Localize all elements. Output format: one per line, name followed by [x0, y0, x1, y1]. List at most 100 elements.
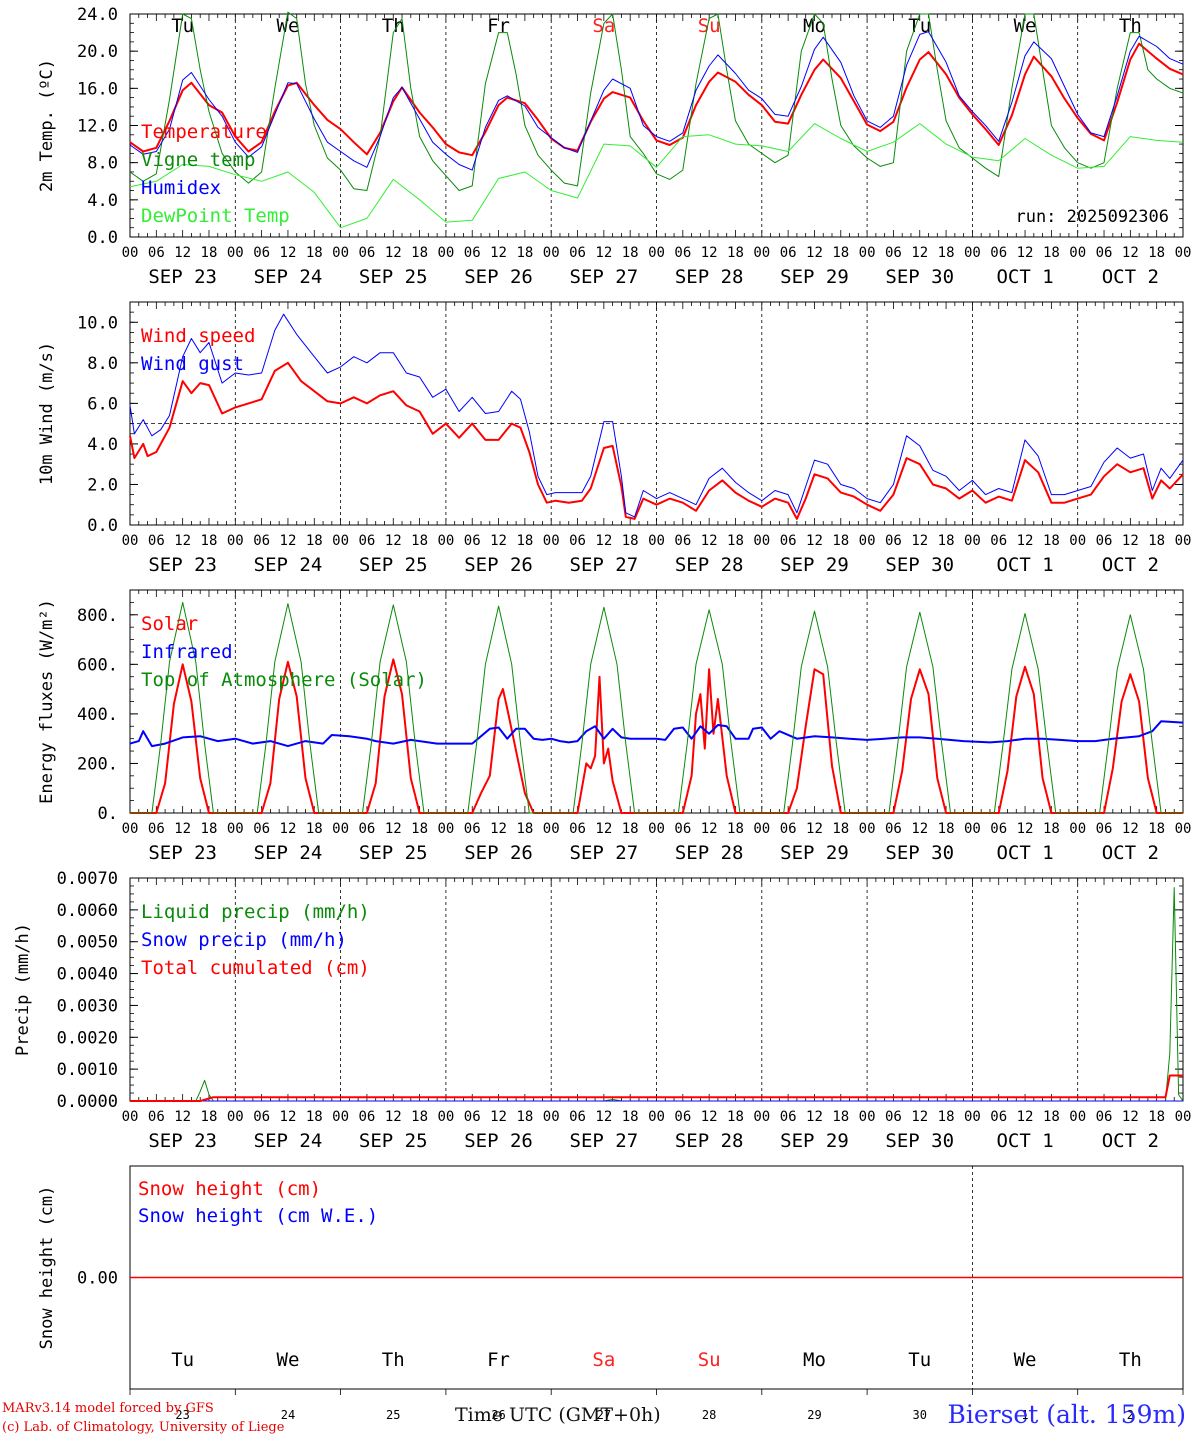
hour-tick-label: 06: [358, 1109, 375, 1125]
hour-tick-label: 12: [174, 533, 191, 549]
hour-tick-label: 06: [990, 533, 1007, 549]
hour-tick-label: 18: [306, 821, 323, 837]
series-line-total-cumulated-cm: [130, 1074, 1183, 1102]
hour-tick-label: 18: [411, 245, 428, 261]
date-label: OCT 2: [1102, 842, 1159, 864]
hour-tick-label: 18: [622, 245, 639, 261]
date-label: SEP 28: [675, 266, 744, 288]
hour-tick-label: 06: [990, 245, 1007, 261]
hour-tick-label: 12: [1122, 533, 1139, 549]
hour-tick-label: 00: [437, 821, 454, 837]
hour-tick-label: 00: [964, 821, 981, 837]
hour-tick-label: 18: [1148, 1109, 1165, 1125]
y-axis-title: Precip (mm/h): [13, 923, 33, 1056]
hour-tick-label: 00: [122, 245, 139, 261]
hour-tick-label: 06: [358, 821, 375, 837]
legend-entry: Wind speed: [141, 325, 255, 347]
y-axis-title: 10m Wind (m/s): [37, 342, 57, 485]
hour-tick-label: 12: [595, 821, 612, 837]
series-line-wind-speed: [129, 361, 1184, 520]
hour-tick-label: 06: [253, 821, 270, 837]
hour-tick-label: 18: [832, 1109, 849, 1125]
hour-tick-label: 06: [885, 1109, 902, 1125]
legend-entry: Snow height (cm W.E.): [138, 1205, 378, 1227]
weekday-label: Th: [382, 15, 405, 37]
date-label: SEP 24: [254, 554, 323, 576]
y-tick-label: 800.: [77, 606, 118, 626]
hour-tick-label: 12: [490, 821, 507, 837]
legend-entry: Snow height (cm): [138, 1178, 321, 1200]
hour-tick-label: 06: [674, 821, 691, 837]
hour-tick-label: 06: [253, 1109, 270, 1125]
hour-tick-label: 18: [516, 821, 533, 837]
hour-tick-label: 00: [332, 533, 349, 549]
hour-tick-label: 12: [911, 245, 928, 261]
day-number-label: 27: [597, 1408, 611, 1422]
date-label: SEP 28: [675, 842, 744, 864]
hour-tick-label: 00: [753, 1109, 770, 1125]
date-label: SEP 25: [359, 266, 428, 288]
date-label: SEP 26: [464, 842, 533, 864]
hour-tick-label: 00: [332, 245, 349, 261]
date-label: SEP 30: [885, 1130, 954, 1152]
date-label: SEP 27: [570, 1130, 639, 1152]
hour-tick-label: 18: [306, 1109, 323, 1125]
hour-tick-label: 12: [174, 245, 191, 261]
legend-entry: Infrared: [141, 641, 233, 663]
hour-tick-label: 18: [201, 533, 218, 549]
y-tick-label: 0.0030: [57, 996, 118, 1016]
hour-tick-label: 12: [806, 1109, 823, 1125]
hour-tick-label: 12: [1017, 533, 1034, 549]
hour-tick-label: 18: [1148, 821, 1165, 837]
hour-tick-label: 00: [1069, 245, 1086, 261]
hour-tick-label: 00: [753, 821, 770, 837]
weekday-label: We: [1014, 15, 1037, 37]
hour-tick-label: 18: [201, 1109, 218, 1125]
hour-tick-label: 06: [990, 821, 1007, 837]
day-number-label: 23: [175, 1408, 189, 1422]
date-label: OCT 2: [1102, 266, 1159, 288]
date-label: SEP 25: [359, 1130, 428, 1152]
date-label: SEP 26: [464, 554, 533, 576]
date-label: SEP 23: [148, 266, 217, 288]
y-tick-label: 0.0060: [57, 901, 118, 921]
y-axis-title: Energy fluxes (W/m²): [37, 599, 57, 804]
hour-tick-label: 06: [780, 821, 797, 837]
hour-tick-label: 18: [727, 1109, 744, 1125]
legend-entry: Liquid precip (mm/h): [141, 901, 370, 923]
hour-tick-label: 00: [122, 821, 139, 837]
series-line-dewpoint-temp: [129, 123, 1184, 229]
hour-tick-label: 00: [227, 245, 244, 261]
hour-tick-label: 18: [516, 533, 533, 549]
date-label: SEP 25: [359, 554, 428, 576]
hour-tick-label: 00: [543, 821, 560, 837]
legend-entry: Snow precip (mm/h): [141, 929, 347, 951]
hour-tick-label: 06: [780, 245, 797, 261]
hour-tick-label: 06: [464, 1109, 481, 1125]
y-tick-label: 0.00: [77, 1269, 118, 1289]
hour-tick-label: 18: [306, 245, 323, 261]
y-tick-label: 2.0: [87, 475, 118, 495]
station-name: Bierset (alt. 159m): [947, 1400, 1186, 1429]
y-tick-label: 0.0050: [57, 933, 118, 953]
hour-tick-label: 18: [201, 821, 218, 837]
legend-entry: Humidex: [141, 177, 221, 199]
hour-tick-label: 00: [227, 1109, 244, 1125]
hour-tick-label: 18: [832, 821, 849, 837]
hour-tick-label: 12: [1122, 821, 1139, 837]
hour-tick-label: 00: [1175, 245, 1192, 261]
hour-tick-label: 00: [964, 533, 981, 549]
hour-tick-label: 12: [701, 533, 718, 549]
hour-tick-label: 12: [280, 533, 297, 549]
day-number-label: 25: [386, 1408, 400, 1422]
legend-entry: DewPoint Temp: [141, 205, 290, 227]
day-number-label: 24: [281, 1408, 295, 1422]
hour-tick-label: 00: [859, 245, 876, 261]
hour-tick-label: 06: [1096, 533, 1113, 549]
day-number-label: 2: [1127, 1408, 1134, 1422]
series-line-top-of-atmosphere-solar: [130, 601, 1183, 814]
hour-tick-label: 12: [385, 821, 402, 837]
hour-tick-label: 06: [885, 533, 902, 549]
weekday-label: We: [277, 1349, 300, 1371]
hour-tick-label: 12: [1122, 1109, 1139, 1125]
